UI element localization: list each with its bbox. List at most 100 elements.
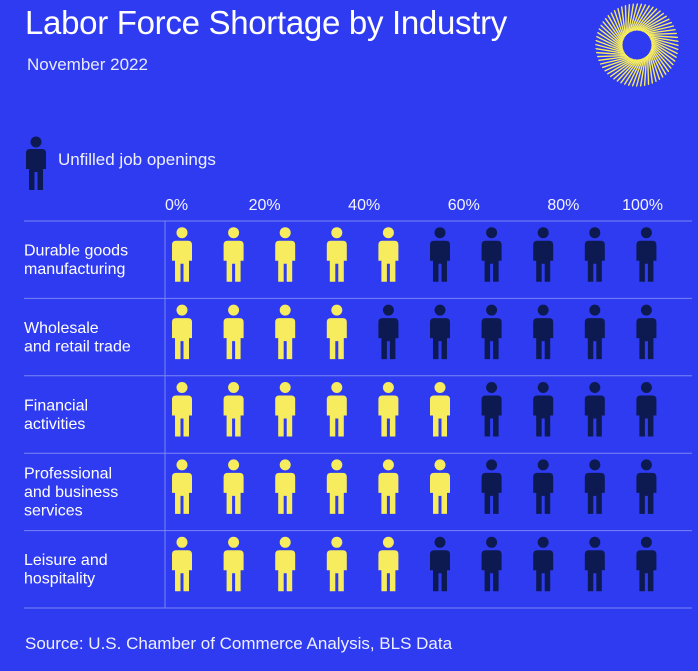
unfilled-person-icon [636, 536, 657, 592]
logo-ray [627, 3, 635, 34]
category-label: Financial activities [24, 397, 88, 433]
filled-person-icon [430, 382, 450, 437]
logo-ray [647, 34, 678, 39]
logo-ray [639, 12, 664, 31]
logo-ray [648, 35, 679, 43]
filled-person-icon [223, 382, 244, 437]
unfilled-person-icon [584, 459, 605, 514]
logo-ray [597, 32, 623, 49]
filled-person-icon [223, 459, 244, 514]
logo-ray [596, 35, 624, 51]
unfilled-person-icon [430, 227, 450, 282]
filled-person-icon [378, 227, 399, 282]
filled-person-icon [172, 304, 192, 360]
logo-ray [650, 38, 679, 51]
logo-ray [598, 55, 629, 62]
category-label: Wholesale and retail trade [24, 320, 131, 356]
filled-person-icon [326, 304, 347, 360]
filled-person-icon [172, 227, 192, 282]
logo-ray [610, 59, 635, 78]
unfilled-person-icon [584, 382, 605, 437]
logo-ray [595, 39, 624, 52]
logo-ray [651, 44, 674, 66]
sunburst-logo-icon [595, 3, 679, 87]
unfilled-person-icon [430, 304, 450, 360]
logo-ray [596, 54, 628, 58]
logo-ray [630, 3, 643, 32]
x-tick-label: 20% [249, 197, 281, 214]
unfilled-person-icon [378, 304, 399, 360]
logo-ray [651, 41, 677, 58]
logo-ray [644, 25, 675, 34]
x-tick-label: 40% [348, 197, 380, 214]
logo-ray [598, 28, 623, 48]
logo-ray [610, 12, 624, 40]
unfilled-person-icon [430, 536, 450, 592]
filled-person-icon [172, 536, 192, 592]
logo-ray [600, 24, 623, 46]
person-icon [26, 136, 46, 190]
logo-ray [643, 21, 672, 33]
unfilled-person-icon [533, 382, 554, 437]
logo-ray [633, 5, 650, 31]
chart-title: Labor Force Shortage by Industry [25, 4, 508, 41]
logo-ray [620, 59, 640, 84]
unfilled-person-icon [481, 459, 502, 514]
logo-ray [595, 43, 625, 53]
logo-ray [635, 57, 645, 87]
filled-person-icon [378, 382, 399, 437]
x-tick-label: 0% [165, 197, 188, 214]
logo-ray [617, 7, 626, 38]
logo-ray [613, 59, 637, 80]
unfilled-person-icon [533, 536, 554, 592]
x-tick-label: 100% [622, 197, 663, 214]
unfilled-person-icon [584, 536, 605, 592]
chart-subtitle: November 2022 [27, 55, 148, 74]
unfilled-person-icon [533, 459, 554, 514]
logo-ray [602, 57, 631, 69]
logo-ray [627, 58, 643, 86]
logo-ray [604, 58, 632, 72]
filled-person-icon [275, 304, 296, 360]
unfilled-person-icon [533, 227, 554, 282]
category-label: Durable goods manufacturing [24, 242, 128, 278]
unfilled-person-icon [636, 304, 657, 360]
logo-ray [624, 59, 641, 85]
logo-ray [602, 21, 623, 45]
logo-ray [634, 6, 654, 31]
logo-ray [651, 42, 676, 62]
filled-person-icon [275, 459, 296, 514]
x-tick-label: 60% [448, 197, 480, 214]
source-note: Source: U.S. Chamber of Commerce Analysi… [25, 634, 453, 653]
logo-ray [596, 51, 627, 56]
logo-ray [616, 59, 638, 82]
logo-ray [647, 53, 654, 84]
unfilled-person-icon [636, 459, 657, 514]
category-label: Leisure and hospitality [24, 552, 108, 588]
logo-ray [650, 39, 678, 55]
filled-person-icon [326, 227, 347, 282]
logo-ray [629, 3, 639, 33]
unfilled-person-icon [636, 382, 657, 437]
unfilled-person-icon [481, 304, 502, 360]
filled-person-icon [172, 382, 192, 437]
unfilled-person-icon [584, 304, 605, 360]
logo-ray [650, 48, 667, 75]
logo-ray [649, 37, 679, 47]
legend-label: Unfilled job openings [58, 150, 216, 169]
logo-ray [639, 56, 647, 87]
unfilled-person-icon [481, 382, 502, 437]
logo-ray [607, 58, 634, 75]
filled-person-icon [223, 227, 244, 282]
filled-person-icon [326, 459, 347, 514]
logo-ray [607, 15, 624, 42]
filled-person-icon [275, 536, 296, 592]
logo-ray [613, 10, 625, 39]
logo-ray [642, 18, 670, 32]
filled-person-icon [275, 382, 296, 437]
logo-ray [604, 18, 623, 43]
filled-person-icon [430, 459, 450, 514]
logo-ray [624, 4, 628, 36]
logo-ray [651, 47, 670, 72]
